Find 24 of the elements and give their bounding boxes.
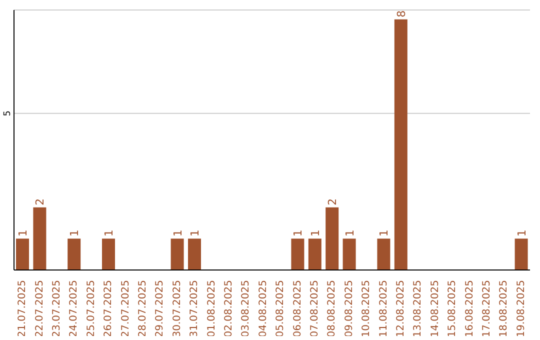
x-tick-label: 11.08.2025 xyxy=(378,280,390,338)
x-tick-label: 13.08.2025 xyxy=(412,280,424,338)
x-tick-label: 16.08.2025 xyxy=(464,280,476,338)
x-tick-label: 17.08.2025 xyxy=(482,280,492,338)
data-label: 1 xyxy=(292,230,305,237)
y-tick-label: 5 xyxy=(3,110,13,116)
data-label: 2 xyxy=(326,198,340,206)
data-label: 1 xyxy=(68,230,82,237)
x-tick-label: 15.08.2025 xyxy=(447,280,458,338)
data-label: 1 xyxy=(343,230,356,237)
data-label: 1 xyxy=(515,230,528,237)
data-label: 1 xyxy=(102,230,116,237)
x-tick-label: 14.08.2025 xyxy=(430,280,441,338)
data-label: 1 xyxy=(378,230,391,237)
data-label: 2 xyxy=(34,198,47,206)
x-tick-label: 19.08.2025 xyxy=(516,280,527,338)
data-label: 8 xyxy=(394,10,408,18)
x-tick-label: 18.08.2025 xyxy=(498,280,510,338)
x-tick-label: 12.08.2025 xyxy=(396,280,406,338)
data-label: 1 xyxy=(16,230,30,237)
data-label: 1 xyxy=(188,230,202,237)
data-label: 1 xyxy=(171,230,184,237)
x-tick-label: 10.08.2025 xyxy=(361,280,372,338)
data-label: 1 xyxy=(308,230,322,237)
